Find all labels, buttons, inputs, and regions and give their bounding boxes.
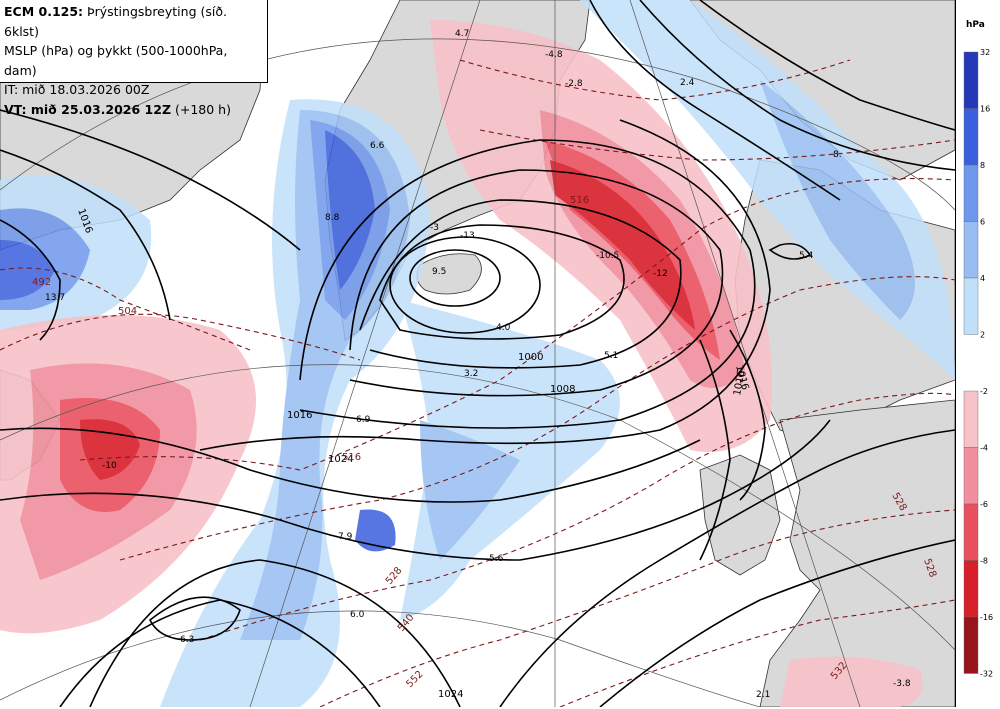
isobar-label: 1008 — [550, 384, 575, 395]
rise-tick: 2 — [980, 331, 985, 340]
change-label: 13.7 — [45, 293, 65, 303]
thickness-label: 492 — [32, 277, 51, 288]
fall-tick: -6 — [980, 500, 988, 509]
fall-swatch — [963, 447, 979, 505]
chart-title-box: ECM 0.125: Þrýstingsbreyting (síð. 6klst… — [0, 0, 268, 117]
rise-swatch — [963, 164, 979, 222]
isobar-label: 1016 — [287, 410, 312, 421]
change-label: -10 — [102, 461, 117, 471]
fall-swatch — [963, 560, 979, 618]
change-label: 4.0 — [496, 323, 511, 333]
rise-tick: 16 — [980, 105, 990, 114]
init-time: IT: mið 18.03.2026 00Z — [4, 82, 150, 97]
rise-swatch — [963, 51, 979, 109]
europe-mainland — [759, 399, 955, 707]
fall-tick: -4 — [980, 444, 988, 453]
thickness-contours — [0, 59, 955, 707]
fall-tick: -16 — [980, 613, 993, 622]
change-label: -2.8 — [565, 79, 583, 89]
rise-colorbar: 32 16 8 6 4 2 — [963, 48, 990, 340]
fall-tick: -8 — [980, 557, 988, 566]
chart-subtitle: MSLP (hPa) og þykkt (500-1000hPa, dam) — [4, 43, 228, 78]
iceland — [416, 253, 482, 295]
rise-tick: 32 — [980, 48, 990, 57]
lead-time: (+180 h) — [175, 101, 231, 117]
change-label: -3.8 — [893, 679, 911, 689]
thickness-label: 552 — [404, 669, 425, 690]
change-label: 9.5 — [432, 267, 446, 277]
thickness-label: 516 — [342, 452, 361, 463]
change-label: -10.5 — [596, 251, 619, 261]
isobar-label: 1024 — [438, 689, 463, 700]
isobars — [0, 0, 955, 707]
change-label: 5.6 — [489, 554, 504, 564]
rise-tick: 4 — [980, 274, 985, 283]
pressure-fall-shading — [0, 20, 923, 707]
rise-swatch — [963, 277, 979, 335]
fall-tick: -32 — [980, 670, 993, 679]
isobar-label: 1024 — [328, 454, 353, 465]
map-svg: 1016 1000 1008 1016 1024 1024 1016 1016 … — [0, 0, 955, 707]
chart-title: Þrýstingsbreyting (síð. 6klst) — [4, 4, 227, 39]
change-label: 6.3 — [180, 635, 194, 645]
change-label: 2.1 — [756, 690, 770, 700]
change-label: 6.6 — [370, 141, 385, 151]
change-label: -3 — [430, 223, 439, 233]
change-label: 8. — [833, 150, 842, 160]
fall-swatch — [963, 616, 979, 674]
graticule — [0, 0, 955, 707]
fall-swatch — [963, 503, 979, 561]
rise-swatch — [963, 108, 979, 166]
thickness-label: 540 — [396, 612, 417, 634]
change-label: 5.4 — [799, 251, 814, 261]
change-label: 5.1 — [604, 351, 618, 361]
valid-time: VT: mið 25.03.2026 12Z — [4, 101, 172, 117]
rise-tick: 8 — [980, 161, 985, 170]
fall-colorbar: -2 -4 -6 -8 -16 -32 — [963, 387, 993, 679]
change-label: 8.8 — [325, 213, 340, 223]
pressure-rise-shading — [0, 0, 955, 707]
change-label: 3.2 — [464, 369, 478, 379]
fall-tick: -2 — [980, 387, 988, 396]
isobar-label: 1016 — [732, 370, 747, 397]
change-label: -4.8 — [545, 50, 563, 60]
model-name: ECM 0.125: — [4, 4, 84, 19]
thickness-label: 516 — [570, 195, 589, 206]
change-label: 6.0 — [350, 610, 365, 620]
change-label: 2.4 — [680, 78, 695, 88]
rise-swatch — [963, 221, 979, 279]
change-label: -12 — [653, 269, 668, 279]
thickness-label: 528 — [384, 565, 405, 587]
change-label: 4.7 — [455, 29, 469, 39]
british-isles — [699, 454, 781, 576]
isobar-label: 1000 — [518, 352, 543, 363]
change-label: -13 — [460, 231, 475, 241]
color-legend: hPa 32 16 8 6 4 2 -2 -4 -6 -8 -16 -32 — [956, 0, 1000, 707]
change-label: 6.9 — [356, 415, 371, 425]
rise-tick: 6 — [980, 218, 985, 227]
thickness-label: 504 — [118, 306, 137, 317]
legend-unit: hPa — [966, 20, 985, 30]
map-area: 1016 1000 1008 1016 1024 1024 1016 1016 … — [0, 0, 956, 707]
change-labels: 4.7 -4.8 -2.8 2.4 6.6 8.8 13.7 -3 -10.5 … — [45, 29, 911, 700]
legend-svg: hPa 32 16 8 6 4 2 -2 -4 -6 -8 -16 -32 — [963, 20, 993, 679]
change-label: 7.9 — [338, 532, 353, 542]
fall-swatch — [963, 390, 979, 448]
